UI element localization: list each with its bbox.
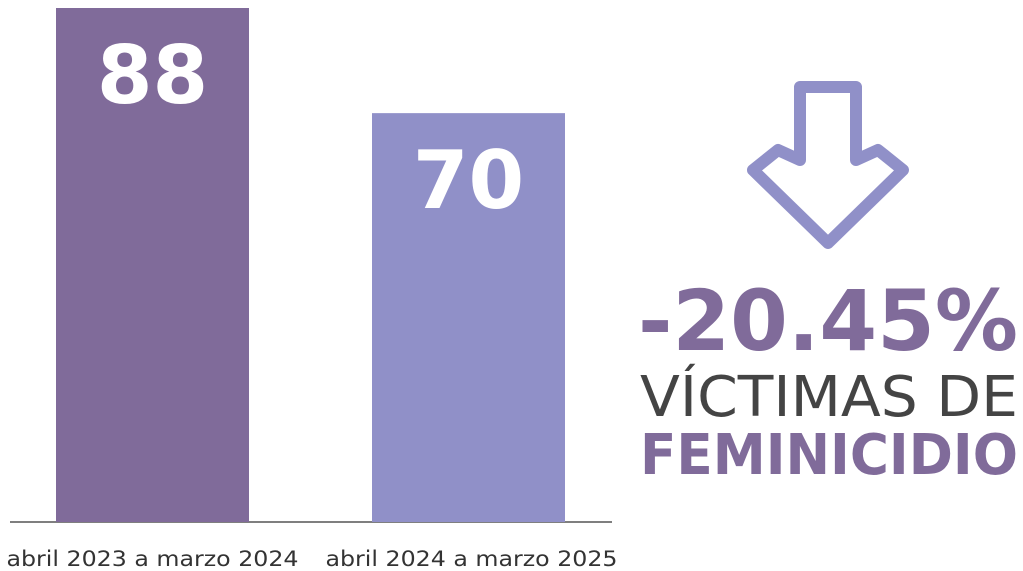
value-label: 70 — [413, 134, 524, 227]
x-tick-label: abril 2023 a marzo 2024 — [7, 547, 299, 571]
bar — [56, 8, 249, 522]
arrow-icon — [747, 81, 909, 249]
x-tick-label: abril 2024 a marzo 2025 — [326, 547, 618, 571]
value-label: 88 — [97, 29, 208, 122]
bar — [372, 113, 565, 523]
annotation-line: VÍCTIMAS DE — [640, 364, 1018, 430]
change-label: -20.45% — [638, 272, 1018, 370]
annotation-line: FEMINICIDIO — [640, 423, 1018, 488]
